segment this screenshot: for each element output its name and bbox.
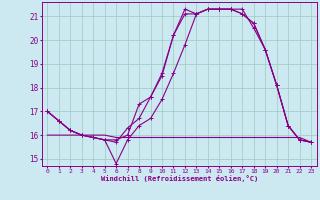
X-axis label: Windchill (Refroidissement éolien,°C): Windchill (Refroidissement éolien,°C) <box>100 175 258 182</box>
